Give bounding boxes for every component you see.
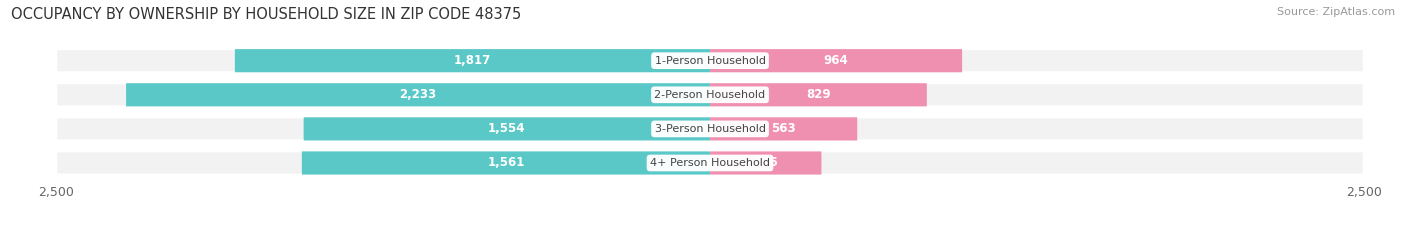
FancyBboxPatch shape xyxy=(710,83,927,106)
Text: 829: 829 xyxy=(806,88,831,101)
Text: Source: ZipAtlas.com: Source: ZipAtlas.com xyxy=(1277,7,1395,17)
Text: 2,233: 2,233 xyxy=(399,88,437,101)
FancyBboxPatch shape xyxy=(302,151,710,175)
FancyBboxPatch shape xyxy=(304,117,710,140)
Text: 4+ Person Household: 4+ Person Household xyxy=(650,158,770,168)
FancyBboxPatch shape xyxy=(710,49,962,72)
Text: 1,561: 1,561 xyxy=(488,157,524,169)
Text: 3-Person Household: 3-Person Household xyxy=(655,124,765,134)
FancyBboxPatch shape xyxy=(710,117,858,140)
FancyBboxPatch shape xyxy=(56,151,1364,175)
FancyBboxPatch shape xyxy=(56,49,1364,72)
FancyBboxPatch shape xyxy=(56,83,1364,106)
Text: 563: 563 xyxy=(772,122,796,135)
FancyBboxPatch shape xyxy=(235,49,710,72)
Text: 1-Person Household: 1-Person Household xyxy=(655,56,765,66)
Text: OCCUPANCY BY OWNERSHIP BY HOUSEHOLD SIZE IN ZIP CODE 48375: OCCUPANCY BY OWNERSHIP BY HOUSEHOLD SIZE… xyxy=(11,7,522,22)
FancyBboxPatch shape xyxy=(127,83,710,106)
Text: 426: 426 xyxy=(754,157,778,169)
Text: 2-Person Household: 2-Person Household xyxy=(654,90,766,100)
Text: 964: 964 xyxy=(824,54,848,67)
Text: 1,554: 1,554 xyxy=(488,122,526,135)
Text: 1,817: 1,817 xyxy=(454,54,491,67)
FancyBboxPatch shape xyxy=(56,117,1364,140)
FancyBboxPatch shape xyxy=(710,151,821,175)
